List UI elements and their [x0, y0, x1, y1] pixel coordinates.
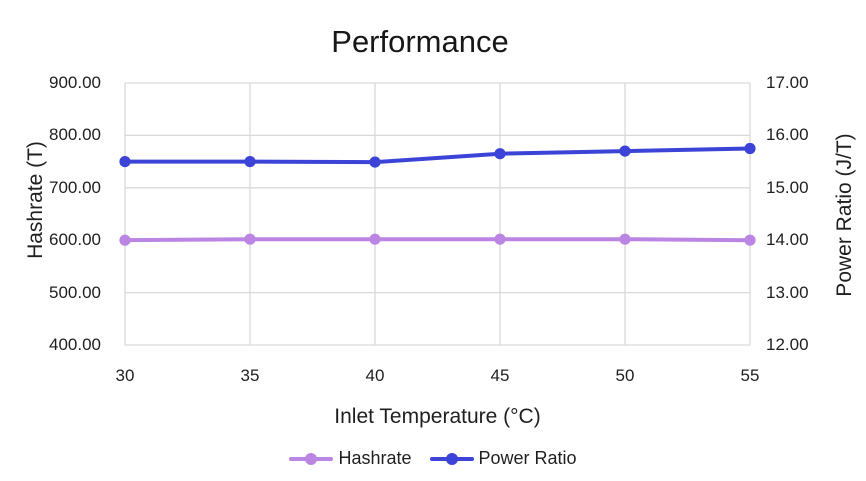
data-point-marker — [744, 234, 756, 246]
y-right-tick-label: 12.00 — [766, 335, 809, 354]
y-right-tick-label: 13.00 — [766, 283, 809, 302]
data-point-marker — [119, 234, 131, 246]
legend-label-hashrate: Hashrate — [338, 448, 412, 468]
y-right-tick-label: 14.00 — [766, 230, 809, 249]
legend-item-hashrate: Hashrate — [289, 448, 412, 469]
data-point-marker — [369, 233, 381, 245]
data-point-marker — [494, 233, 506, 245]
y-left-tick-label: 500.00 — [49, 283, 101, 302]
chart-title: Performance — [331, 24, 509, 59]
y-left-tick-label: 700.00 — [49, 178, 101, 197]
data-point-marker — [119, 156, 131, 168]
x-tick-label: 55 — [740, 366, 760, 385]
legend-item-power-ratio: Power Ratio — [429, 448, 577, 469]
y-left-tick-label: 600.00 — [49, 230, 101, 249]
legend: Hashrate Power Ratio — [0, 448, 866, 469]
x-tick-label: 30 — [115, 366, 135, 385]
x-tick-label: 45 — [490, 366, 510, 385]
y-left-axis-title: Hashrate (T) — [24, 141, 47, 259]
y-left-tick-label: 900.00 — [49, 73, 101, 92]
x-axis-title: Inlet Temperature (°C) — [334, 405, 541, 428]
data-point-marker — [369, 156, 381, 168]
legend-label-power-ratio: Power Ratio — [478, 448, 577, 468]
y-right-axis-title: Power Ratio (J/T) — [833, 133, 856, 297]
data-point-marker — [494, 148, 506, 160]
series-line-1 — [123, 146, 752, 165]
power-ratio-line-marker-icon — [429, 452, 474, 465]
hashrate-line-marker-icon — [289, 452, 334, 465]
y-right-tick-label: 16.00 — [766, 125, 809, 144]
data-point-marker — [619, 145, 631, 157]
y-left-tick-label: 800.00 — [49, 125, 101, 144]
data-point-marker — [744, 142, 756, 155]
x-tick-label: 40 — [365, 366, 385, 385]
y-right-tick-label: 15.00 — [766, 178, 809, 197]
y-right-tick-label: 17.00 — [766, 73, 809, 92]
data-point-marker — [244, 233, 256, 245]
plot-area — [119, 82, 756, 346]
x-tick-label: 50 — [615, 366, 635, 385]
data-point-marker — [244, 156, 256, 168]
y-left-tick-label: 400.00 — [49, 335, 101, 354]
x-tick-label: 35 — [240, 366, 260, 385]
data-point-marker — [619, 233, 631, 245]
series-line-0 — [123, 237, 752, 243]
